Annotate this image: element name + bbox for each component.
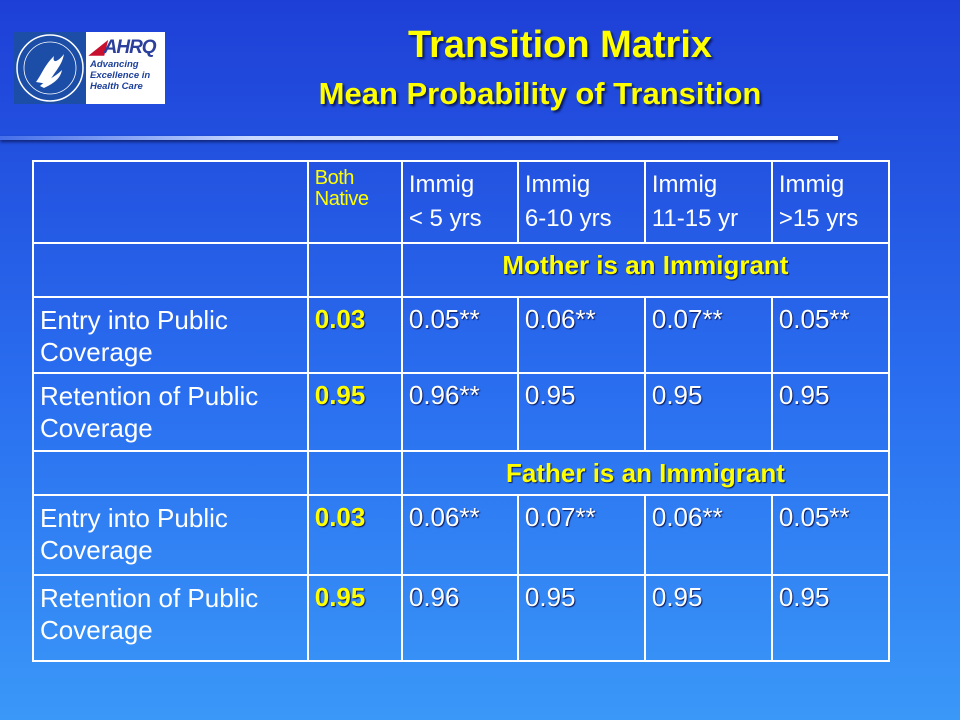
column-header-both-native: Both Native <box>306 160 403 244</box>
hhs-seal-logo <box>14 32 86 104</box>
section-title-mother: Mother is an Immigrant <box>400 242 891 298</box>
title-divider <box>0 136 838 140</box>
slide-title: Transition Matrix <box>407 24 713 66</box>
column-header-immig-gt15: Immig >15 yrs <box>770 160 891 244</box>
ahrq-tagline-2: Excellence in <box>90 70 151 81</box>
cell-value: 0.96 <box>400 574 519 662</box>
table-header-row: Both Native Immig < 5 yrs Immig 6-10 yrs… <box>32 160 891 244</box>
table-row: Entry into Public Coverage 0.03 0.05** 0… <box>32 296 891 374</box>
cell-value: 0.95 <box>306 574 403 662</box>
section-row-father: Father is an Immigrant <box>32 450 891 496</box>
cell-value: 0.05** <box>400 296 519 374</box>
section-row-mother: Mother is an Immigrant <box>32 242 891 298</box>
ahrq-logo: ◢AHRQ Advancing Excellence in Health Car… <box>86 32 165 104</box>
row-label: Retention of Public Coverage <box>32 574 309 662</box>
table-row: Retention of Public Coverage 0.95 0.96**… <box>32 372 891 452</box>
cell-value: 0.07** <box>516 494 646 576</box>
slide-subtitle: Mean Probability of Transition <box>318 76 762 111</box>
column-header-immig-lt5: Immig < 5 yrs <box>400 160 519 244</box>
ahrq-wordmark: ◢AHRQ <box>90 37 157 58</box>
table-row: Retention of Public Coverage 0.95 0.96 0… <box>32 574 891 662</box>
cell-value: 0.95 <box>516 574 646 662</box>
ahrq-tagline-1: Advancing <box>90 59 139 70</box>
logo-group: ◢AHRQ Advancing Excellence in Health Car… <box>14 32 165 104</box>
eagle-icon <box>16 34 84 102</box>
row-label: Retention of Public Coverage <box>32 372 309 452</box>
cell-value: 0.95 <box>643 372 773 452</box>
cell-value: 0.03 <box>306 494 403 576</box>
row-label: Entry into Public Coverage <box>32 296 309 374</box>
cell-value: 0.06** <box>400 494 519 576</box>
cell-value: 0.05** <box>770 494 891 576</box>
section-title-father: Father is an Immigrant <box>400 450 891 496</box>
cell-value: 0.95 <box>770 574 891 662</box>
cell-value: 0.06** <box>516 296 646 374</box>
cell-value: 0.05** <box>770 296 891 374</box>
cell-value: 0.95 <box>306 372 403 452</box>
cell-value: 0.95 <box>770 372 891 452</box>
cell-value: 0.95 <box>643 574 773 662</box>
table-row: Entry into Public Coverage 0.03 0.06** 0… <box>32 494 891 576</box>
header-corner-cell <box>32 160 309 244</box>
row-label: Entry into Public Coverage <box>32 494 309 576</box>
cell-value: 0.96** <box>400 372 519 452</box>
cell-value: 0.03 <box>306 296 403 374</box>
transition-matrix-table: Both Native Immig < 5 yrs Immig 6-10 yrs… <box>32 160 891 662</box>
cell-value: 0.07** <box>643 296 773 374</box>
column-header-immig-11-15: Immig 11-15 yr <box>643 160 773 244</box>
cell-value: 0.06** <box>643 494 773 576</box>
cell-value: 0.95 <box>516 372 646 452</box>
column-header-immig-6-10: Immig 6-10 yrs <box>516 160 646 244</box>
ahrq-tagline-3: Health Care <box>90 81 143 92</box>
